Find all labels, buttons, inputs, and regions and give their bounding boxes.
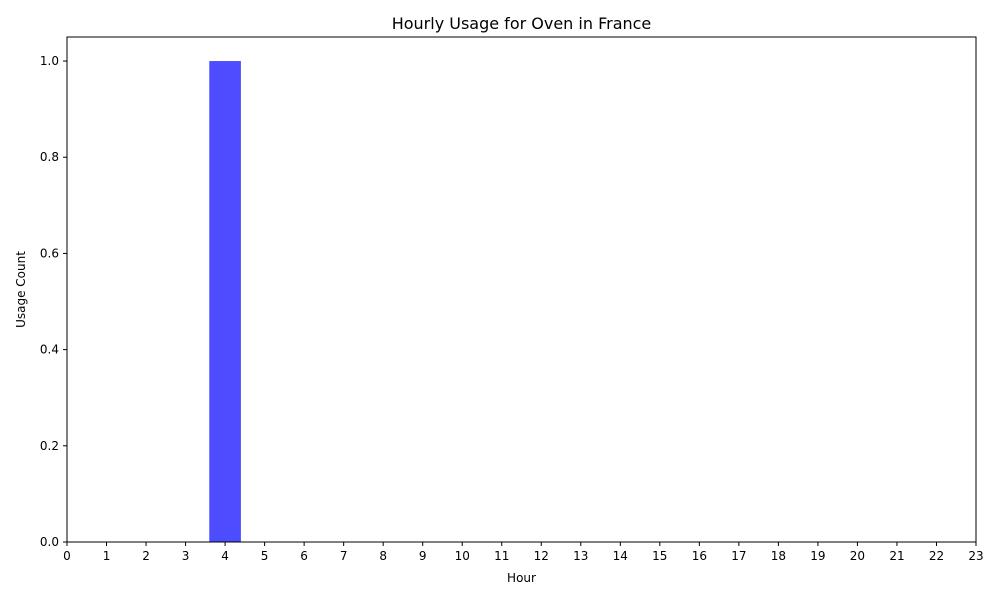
y-tick-label: 0.6 <box>40 246 59 260</box>
x-tick-label: 0 <box>63 549 71 563</box>
x-ticks-group: 0 1 2 3 4 5 6 7 8 9 10 11 12 13 14 15 16 17 18 19 20 21 22 23 <box>63 542 984 563</box>
x-tick-label: 16 <box>692 549 707 563</box>
x-tick-label: 6 <box>300 549 308 563</box>
x-tick-label: 2 <box>142 549 150 563</box>
x-tick-label: 14 <box>613 549 628 563</box>
bar-hour-4 <box>209 61 241 543</box>
x-tick-label: 4 <box>221 549 229 563</box>
x-tick-label: 17 <box>731 549 746 563</box>
y-tick-label: 0.4 <box>40 343 59 357</box>
x-tick-label: 8 <box>379 549 387 563</box>
x-tick-label: 5 <box>261 549 269 563</box>
x-tick-label: 11 <box>494 549 509 563</box>
x-tick-label: 12 <box>534 549 549 563</box>
x-tick-label: 21 <box>889 549 904 563</box>
y-tick-label: 1.0 <box>40 54 59 68</box>
y-axis-label: Usage Count <box>14 251 28 328</box>
y-ticks-group: 0.0 0.2 0.4 0.6 0.8 1.0 <box>40 54 67 549</box>
y-tick-label: 0.2 <box>40 439 59 453</box>
x-tick-label: 22 <box>929 549 944 563</box>
y-tick-label: 0.0 <box>40 535 59 549</box>
x-tick-label: 13 <box>573 549 588 563</box>
plot-frame <box>66 36 977 543</box>
x-tick-label: 15 <box>652 549 667 563</box>
x-tick-label: 7 <box>340 549 348 563</box>
x-tick-label: 20 <box>850 549 865 563</box>
bars-group <box>209 61 241 543</box>
y-tick-label: 0.8 <box>40 150 59 164</box>
x-tick-label: 23 <box>968 549 983 563</box>
x-tick-label: 10 <box>455 549 470 563</box>
x-tick-label: 9 <box>419 549 427 563</box>
x-tick-label: 1 <box>103 549 111 563</box>
x-tick-label: 19 <box>810 549 825 563</box>
x-axis-label: Hour <box>507 571 536 585</box>
chart-title: Hourly Usage for Oven in France <box>392 14 652 33</box>
x-tick-label: 18 <box>771 549 786 563</box>
x-tick-label: 3 <box>182 549 190 563</box>
